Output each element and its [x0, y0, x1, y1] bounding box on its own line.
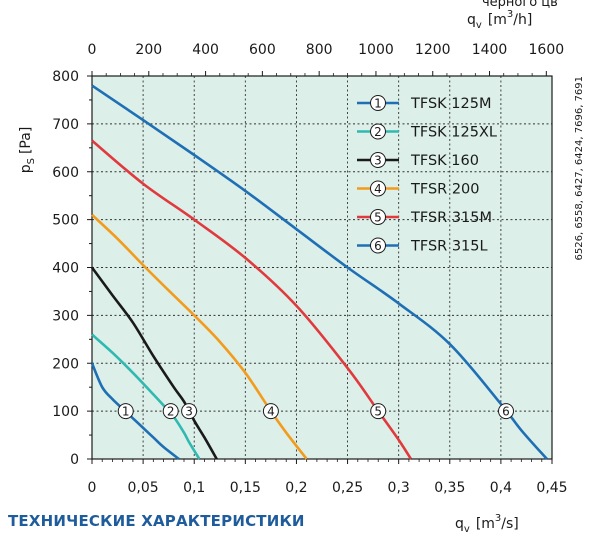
- curve-marker-number: 4: [267, 404, 275, 418]
- curve-tfsr-315m: [91, 139, 413, 460]
- x-top-tick-label: 0: [88, 42, 97, 58]
- x-top-unit-post: /h]: [513, 12, 532, 28]
- x-top-tick-label: 1600: [529, 42, 565, 58]
- tick-labels: 0 0,05 0,1 0,15 0,2 0,25 0,3 0,35 0,4 0,45 0 100 200…: [52, 42, 567, 496]
- curve-marker-circle: [370, 403, 387, 420]
- y-axis-title: pS [Pa]: [18, 127, 37, 174]
- curve-marker-number: 2: [167, 404, 175, 418]
- legend-marker-number: 2: [374, 125, 382, 139]
- legend-marker-circle: [370, 209, 386, 225]
- legend-marker-number: 3: [374, 153, 382, 167]
- x-bottom-unit-sup: 3: [495, 513, 501, 524]
- y-tick-label: 100: [52, 404, 79, 420]
- y-tick-label: 500: [52, 213, 79, 229]
- legend-marker-number: 1: [374, 96, 382, 110]
- y-tick-label: 200: [52, 356, 79, 372]
- legend-marker-number: 6: [374, 239, 382, 253]
- curve-marker-circle: [162, 403, 179, 420]
- curve-tfsk-160: [90, 266, 218, 460]
- x-top-tick-label: 600: [249, 42, 276, 58]
- x-bottom-tick-label: 0,1: [183, 480, 205, 496]
- legend: 1 TFSK 125M 2 TFSK 125XL 3 TFSK 160 4 TFSR 200 5…: [357, 95, 497, 255]
- legend-entry-label: TFSR 200: [410, 182, 480, 198]
- x-bottom-subscript: v: [464, 524, 470, 534]
- x-bottom-tick-label: 0,2: [285, 480, 307, 496]
- curve-tfsk-125xl: [91, 333, 201, 460]
- x-bottom-tick-label: 0,35: [434, 480, 465, 496]
- y-tick-label: 300: [52, 308, 79, 324]
- legend-entry-label: TFSK 125XL: [410, 125, 497, 141]
- y-axis-subscript: S: [26, 158, 37, 164]
- grid-lines: [92, 76, 552, 459]
- x-bottom-tick-label: 0,25: [332, 480, 363, 496]
- curve-marker-number: 6: [502, 404, 510, 418]
- x-bottom-tick-label: 0,45: [536, 480, 567, 496]
- x-top-tick-label: 800: [306, 42, 333, 58]
- legend-marker-circle: [370, 237, 386, 254]
- x-top-tick-label: 200: [135, 42, 162, 58]
- x-top-tick-label: 1200: [415, 42, 451, 58]
- section-heading: ТЕХНИЧЕСКИЕ ХАРАКТЕРИСТИКИ: [8, 512, 305, 530]
- curve-tfsr-200: [91, 213, 308, 460]
- x-top-tick-label: 1400: [472, 42, 508, 58]
- y-tick-label: 800: [52, 69, 79, 85]
- curve-marker-circle: [262, 403, 279, 420]
- legend-entry-label: TFSR 315M: [410, 210, 492, 226]
- curve-marker-circle: [498, 403, 514, 420]
- legend-entry-label: TFSK 160: [410, 153, 479, 169]
- x-bottom-symbol: q: [455, 516, 464, 532]
- x-top-unit-sup: 3: [507, 9, 513, 20]
- y-axis-unit: [Pa]: [18, 127, 34, 154]
- x-bottom-tick-label: 0,4: [490, 480, 512, 496]
- x-bottom-tick-label: 0: [88, 480, 97, 496]
- legend-marker-circle: [370, 95, 386, 111]
- x-bottom-unit-pre: [m: [476, 516, 495, 532]
- legend-marker-circle: [370, 123, 386, 140]
- curve-marker-circle: [117, 403, 134, 420]
- y-tick-label: 600: [52, 165, 79, 181]
- x-top-unit-pre: [m: [488, 12, 507, 28]
- legend-marker-number: 5: [374, 210, 382, 224]
- legend-marker-circle: [370, 152, 386, 168]
- x-bottom-unit-post: /s]: [501, 516, 518, 532]
- cropped-header-text: черного цв: [482, 0, 558, 10]
- x-bottom-tick-label: 0,3: [388, 480, 410, 496]
- x-top-tick-label: 400: [192, 42, 219, 58]
- legend-entry-label: TFSK 125M: [410, 96, 491, 112]
- y-tick-label: 400: [52, 261, 79, 277]
- x-bottom-tick-label: 0,05: [128, 480, 159, 496]
- legend-marker-number: 4: [374, 182, 382, 196]
- x-top-tick-label: 1000: [358, 42, 394, 58]
- curve-marker-number: 5: [374, 404, 382, 418]
- legend-entry-label: TFSR 315L: [410, 239, 488, 255]
- legend-marker-circle: [370, 180, 386, 197]
- curve-tfsk-125m: [90, 362, 180, 461]
- x-bottom-tick-label: 0,15: [230, 480, 261, 496]
- x-axis-title-bottom: qv [m3/s]: [455, 513, 519, 534]
- x-axis-title-top: qv [m3/h]: [467, 9, 532, 31]
- axis-ticks: [87, 71, 553, 464]
- curve-marker-number: 3: [185, 404, 193, 418]
- y-tick-label: 0: [70, 452, 79, 468]
- curve-marker-circle: [181, 403, 198, 420]
- y-axis-symbol: p: [18, 164, 34, 173]
- x-top-subscript: v: [476, 20, 482, 31]
- side-note: 6526, 6558, 6427, 6424, 7696, 7691: [574, 76, 585, 260]
- curve-marker-number: 1: [122, 404, 130, 418]
- x-top-symbol: q: [467, 12, 476, 28]
- y-tick-label: 700: [52, 117, 79, 133]
